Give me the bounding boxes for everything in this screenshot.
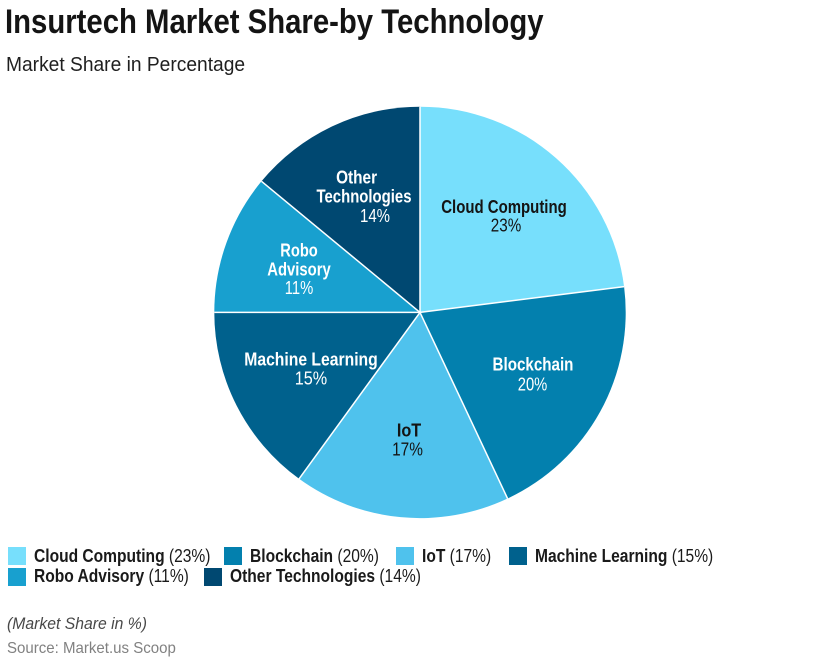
svg-text:15%: 15% [295, 368, 327, 389]
svg-text:Machine Learning: Machine Learning [244, 349, 378, 370]
svg-text:Cloud Computing: Cloud Computing [441, 196, 567, 217]
svg-text:23%: 23% [491, 215, 521, 236]
svg-text:11%: 11% [285, 277, 314, 298]
svg-text:Other: Other [336, 166, 377, 187]
svg-text:14%: 14% [360, 205, 390, 226]
svg-text:Robo: Robo [280, 240, 318, 261]
svg-text:Technologies: Technologies [317, 185, 412, 206]
svg-text:IoT: IoT [397, 419, 422, 440]
svg-text:Advisory: Advisory [267, 258, 331, 279]
svg-text:20%: 20% [518, 374, 548, 395]
svg-text:17%: 17% [392, 439, 423, 460]
svg-text:Blockchain: Blockchain [493, 354, 574, 375]
